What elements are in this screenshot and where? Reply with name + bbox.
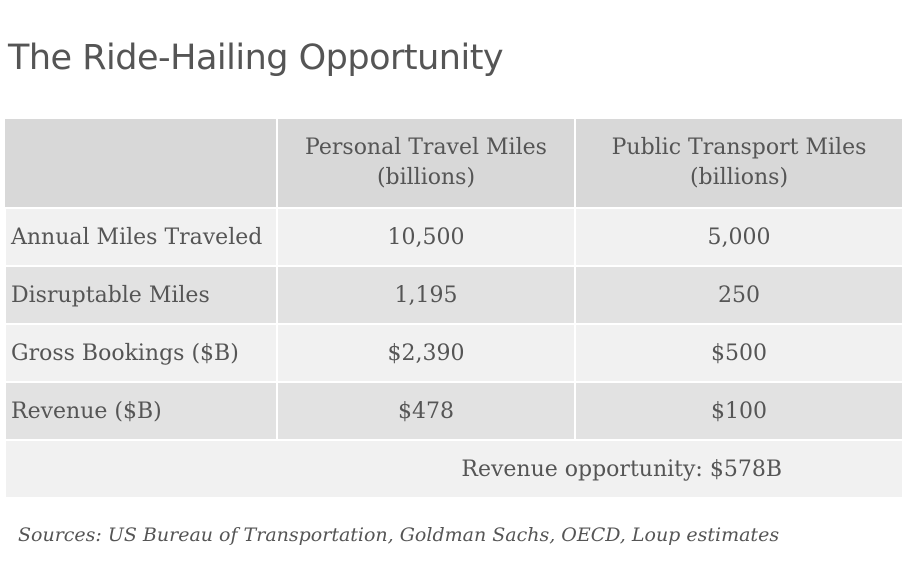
cell-personal: 1,195 [276,265,576,325]
table-row: Disruptable Miles 1,195 250 [4,265,904,325]
header-public-line2: (billions) [689,165,789,190]
revenue-opportunity-total: Revenue opportunity: $578B [4,439,904,499]
data-table: Personal Travel Miles (billions) Public … [4,117,904,499]
cell-public: 250 [574,265,904,325]
row-label: Revenue ($B) [4,381,278,441]
cell-personal: 10,500 [276,207,576,267]
header-personal-line1: Personal Travel Miles [305,135,547,160]
row-label: Disruptable Miles [4,265,278,325]
header-personal-line2: (billions) [376,165,476,190]
page-title: The Ride-Hailing Opportunity [8,38,504,78]
row-label: Gross Bookings ($B) [4,323,278,383]
cell-personal: $2,390 [276,323,576,383]
header-cell-personal: Personal Travel Miles (billions) [276,117,576,209]
header-public-line1: Public Transport Miles [611,135,867,160]
table-row: Annual Miles Traveled 10,500 5,000 [4,207,904,267]
cell-public: $100 [574,381,904,441]
sources-note: Sources: US Bureau of Transportation, Go… [18,524,780,546]
cell-public: 5,000 [574,207,904,267]
header-cell-blank [5,117,278,209]
table-row: Revenue ($B) $478 $100 [4,381,904,441]
table-header-row: Personal Travel Miles (billions) Public … [5,117,904,209]
row-label: Annual Miles Traveled [4,207,278,267]
cell-personal: $478 [276,381,576,441]
header-cell-public: Public Transport Miles (billions) [574,117,904,209]
cell-public: $500 [574,323,904,383]
table-row: Gross Bookings ($B) $2,390 $500 [4,323,904,383]
table-footer-row: Revenue opportunity: $578B [4,439,904,499]
